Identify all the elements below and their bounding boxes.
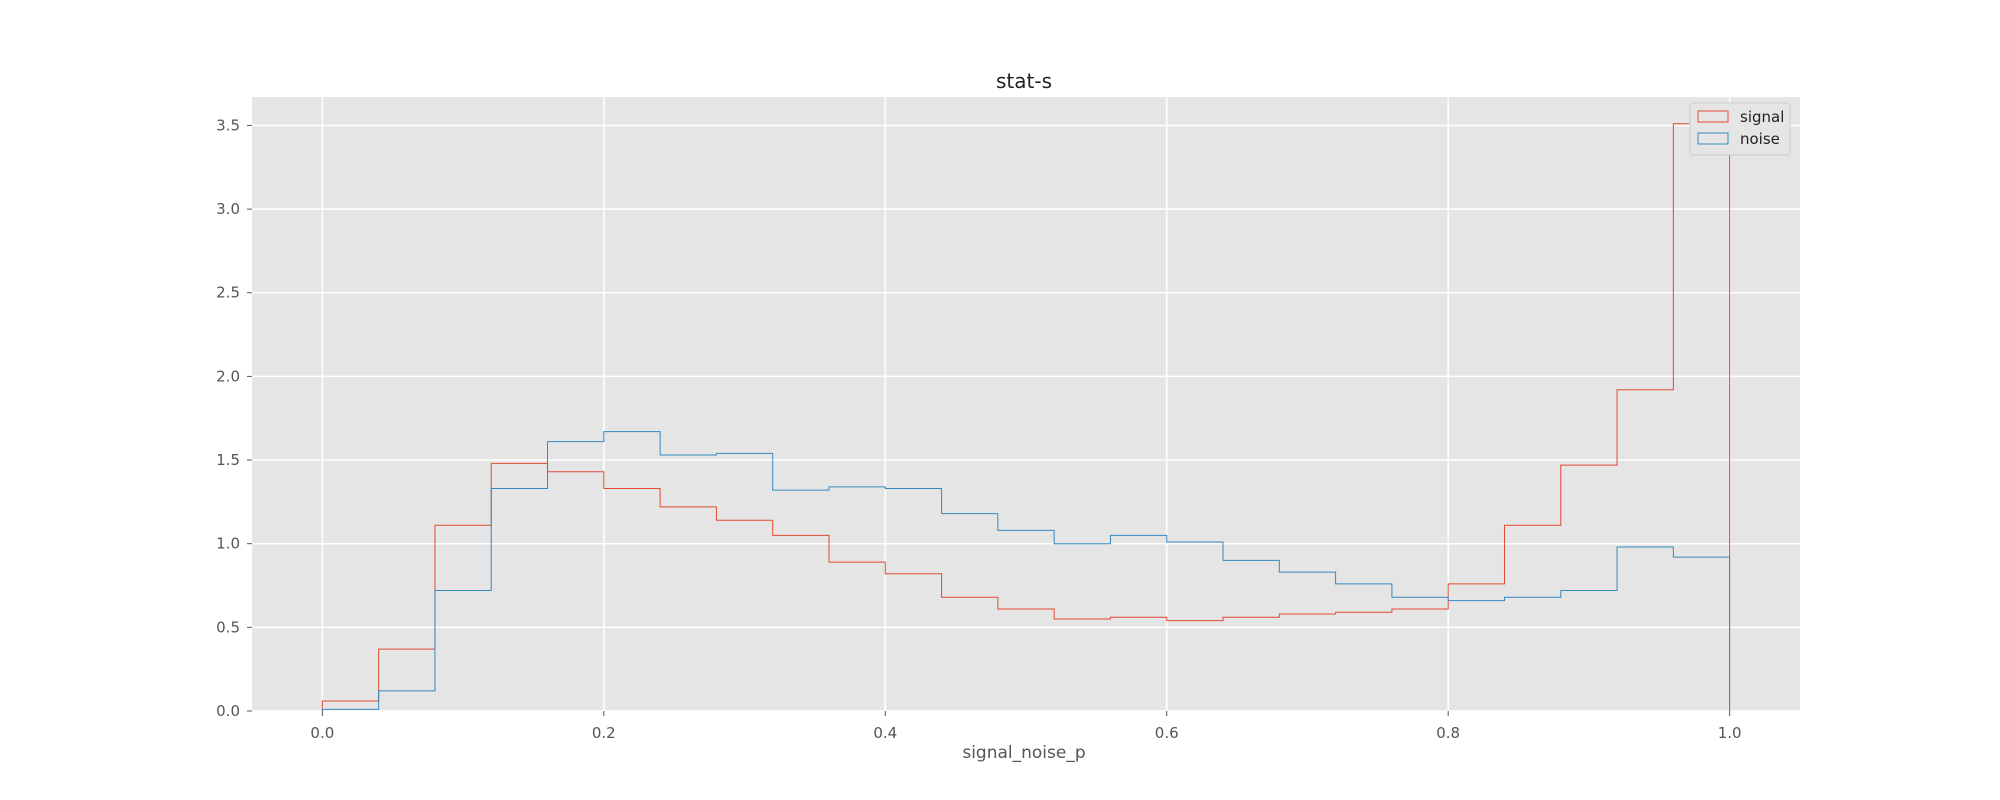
y-tick-label: 2.0 [216,367,240,385]
y-tick-label: 3.0 [216,200,240,218]
legend-label-noise: noise [1740,130,1780,148]
x-tick-label: 0.4 [873,724,897,742]
x-axis-label: signal_noise_p [962,743,1085,763]
legend-swatch-signal [1697,110,1729,123]
y-tick-label: 1.0 [216,535,240,553]
y-tick-label: 0.0 [216,702,240,720]
chart-title: stat-s [996,69,1052,93]
x-tick-label: 0.0 [310,724,334,742]
histogram-series [321,123,1731,711]
plot-background [252,97,1800,711]
legend: signal noise [1689,102,1791,156]
x-tick-label: 1.0 [1718,724,1742,742]
y-tick-label: 0.5 [216,618,240,636]
x-tick-label: 0.6 [1155,724,1179,742]
y-tick-label: 2.5 [216,284,240,302]
x-axis-ticks: 0.0 0.2 0.4 0.6 0.8 1.0 [310,711,1742,742]
legend-swatch-noise [1697,132,1729,145]
legend-box [1689,102,1791,156]
legend-label-signal: signal [1740,108,1784,126]
x-tick-label: 0.8 [1436,724,1460,742]
y-tick-label: 1.5 [216,451,240,469]
y-tick-label: 3.5 [216,116,240,134]
series-line-noise [321,431,1731,711]
x-tick-label: 0.2 [592,724,616,742]
y-axis-ticks: 0.0 0.5 1.0 1.5 2.0 2.5 3.0 3.5 [216,116,252,720]
